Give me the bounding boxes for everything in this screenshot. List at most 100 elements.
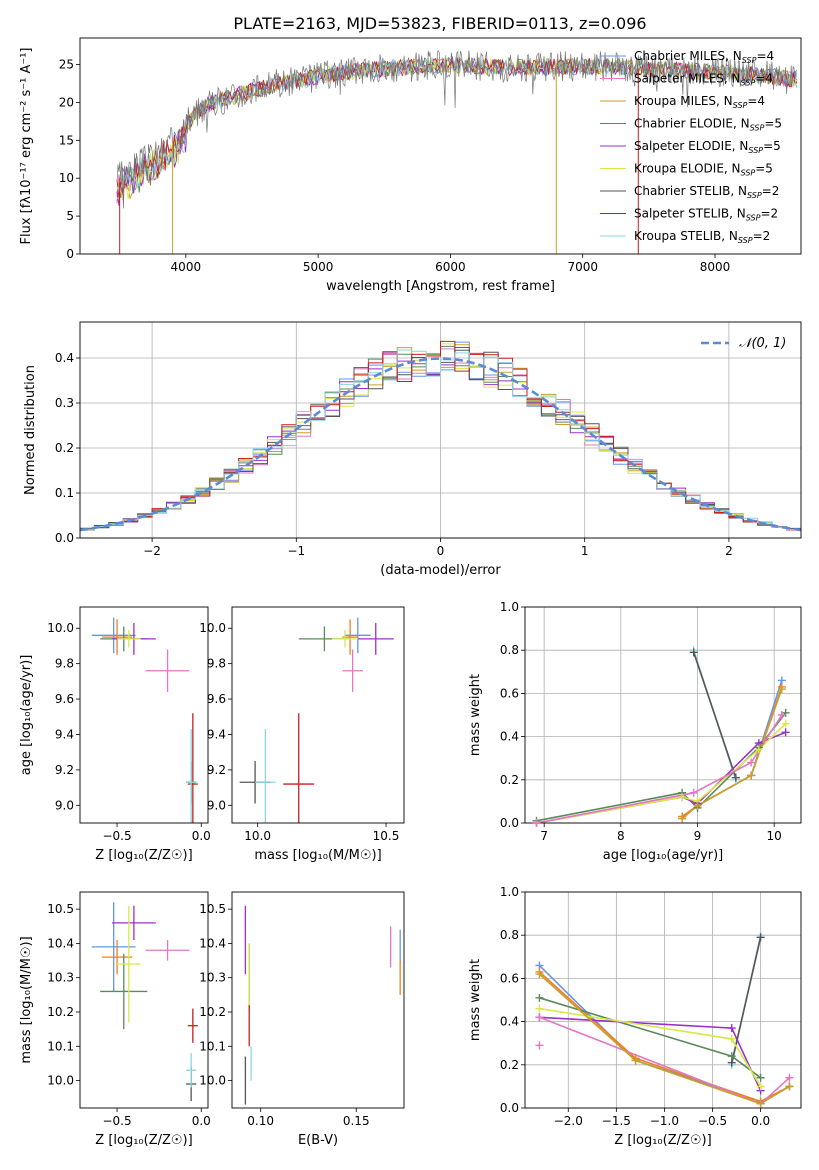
y-tick-label: 9.0 bbox=[55, 798, 74, 812]
weight-marker bbox=[535, 1004, 544, 1013]
x-tick-label: −2.0 bbox=[554, 1114, 583, 1128]
legend-text: Salpeter ELODIE, N bbox=[634, 139, 748, 153]
y-tick-label: 1.0 bbox=[500, 885, 519, 899]
weight-marker bbox=[631, 1056, 640, 1065]
weight-marker bbox=[535, 993, 544, 1002]
y-tick-label: 10.5 bbox=[199, 902, 226, 916]
x-tick-label: −2 bbox=[143, 544, 161, 558]
legend-subscript: SSP bbox=[748, 146, 763, 155]
y-tick-label: 25 bbox=[59, 58, 74, 72]
x-tick-label: −0.5 bbox=[102, 829, 131, 843]
y-tick-label: 10.4 bbox=[199, 936, 226, 950]
plot-area bbox=[91, 617, 198, 823]
weight-marker bbox=[785, 1073, 794, 1082]
legend-subscript: SSP bbox=[733, 101, 748, 110]
legend-subscript: SSP bbox=[747, 191, 762, 200]
y-axis-label: age [log₁₀(age/yr)] bbox=[19, 655, 34, 776]
age-vs-mass-panel: 10.0 10.5 9.0 9.2 9.4 9.6 9.8 10.0 mass [log₁₀(M… bbox=[199, 606, 405, 863]
x-tick-label: 1 bbox=[581, 544, 589, 558]
y-tick-label: 9.0 bbox=[207, 798, 226, 812]
legend-subscript: SSP bbox=[746, 214, 761, 223]
y-tick-label: 10.1 bbox=[47, 1039, 74, 1053]
x-axis-label: wavelength [Angstrom, rest frame] bbox=[326, 279, 555, 294]
y-tick-label: 0 bbox=[66, 247, 74, 261]
y-tick-label: 1.0 bbox=[500, 600, 519, 614]
y-tick-label: 0.2 bbox=[500, 1058, 519, 1072]
axes-frame bbox=[79, 321, 802, 539]
axes-frame bbox=[524, 891, 802, 1109]
grid-lines bbox=[525, 606, 801, 824]
weight-marker bbox=[731, 773, 740, 782]
legend-entry: 𝒩(0, 1) bbox=[739, 336, 786, 351]
y-tick-label: 10.5 bbox=[47, 902, 74, 916]
weight-marker bbox=[781, 719, 790, 728]
y-axis-label: mass [log₁₀(M/M☉)] bbox=[19, 936, 34, 1063]
y-tick-label: 9.8 bbox=[55, 657, 74, 671]
weight-series-line bbox=[731, 937, 762, 1063]
plot-area bbox=[80, 340, 801, 532]
weight-series-line bbox=[692, 652, 737, 778]
y-tick-label: 0.0 bbox=[500, 1101, 519, 1115]
weight-series-line bbox=[539, 1016, 762, 1092]
weight-marker bbox=[747, 771, 756, 780]
axes-frame bbox=[79, 606, 209, 824]
x-tick-label: 0 bbox=[437, 544, 445, 558]
weight-marker bbox=[756, 1082, 765, 1091]
legend-text: =4 bbox=[755, 72, 773, 86]
legend-text: Kroupa STELIB, N bbox=[634, 229, 738, 243]
y-tick-label: 20 bbox=[59, 95, 74, 109]
weight-marker bbox=[689, 648, 698, 657]
legend-text: Chabrier MILES, N bbox=[634, 49, 742, 63]
legend-text: Chabrier ELODIE, N bbox=[634, 117, 750, 131]
x-tick-label: 0.0 bbox=[751, 1114, 770, 1128]
legend-entry: Kroupa MILES, NSSP=4 bbox=[634, 94, 765, 110]
y-tick-label: 10.4 bbox=[47, 936, 74, 950]
weight-marker bbox=[781, 728, 790, 737]
legend-text: =2 bbox=[760, 207, 778, 221]
residuals-panel: −2 −1 0 1 2 0.0 0.1 0.2 0.3 0.4 (data-model)/error… bbox=[23, 321, 802, 578]
y-tick-label: 10.0 bbox=[199, 621, 226, 635]
x-tick-label: −0.5 bbox=[102, 1114, 131, 1128]
y-tick-label: 9.6 bbox=[207, 692, 226, 706]
y-tick-label: 10 bbox=[59, 171, 74, 185]
axes-frame bbox=[231, 891, 405, 1109]
spectrum-panel: 4000 5000 6000 7000 8000 0 5 10 15 20 25 wavelength… bbox=[19, 37, 802, 294]
weight-marker bbox=[532, 819, 541, 827]
y-tick-label: 0.1 bbox=[55, 486, 74, 500]
x-axis-label: Z [log₁₀(Z/Z☉)] bbox=[95, 1133, 192, 1148]
legend-subscript: SSP bbox=[741, 169, 756, 178]
x-tick-label: 0.0 bbox=[192, 1114, 211, 1128]
y-tick-label: 9.4 bbox=[207, 727, 226, 741]
legend-text: =5 bbox=[763, 139, 781, 153]
legend-entry: Kroupa STELIB, NSSP=2 bbox=[634, 229, 770, 245]
y-axis-label: Flux [fλ10⁻¹⁷ erg cm⁻² s⁻¹ A⁻¹] bbox=[19, 48, 34, 245]
x-tick-label: −0.5 bbox=[698, 1114, 727, 1128]
normal-curve bbox=[80, 357, 801, 532]
mass-weight-vs-metallicity-panel: −2.0 −1.5 −1.0 −0.5 0.0 0.0 0.2 0.4 0.6 0.8 1.0 Z [… bbox=[468, 885, 802, 1148]
weight-series-line bbox=[536, 714, 783, 823]
plot-area bbox=[116, 50, 798, 254]
legend-text: =2 bbox=[762, 184, 780, 198]
x-tick-label: 0.10 bbox=[247, 1114, 274, 1128]
legend-subscript: SSP bbox=[750, 124, 765, 133]
weight-marker bbox=[777, 711, 786, 719]
axes-frame bbox=[79, 37, 802, 255]
y-tick-label: 9.6 bbox=[55, 692, 74, 706]
y-tick-label: 10.3 bbox=[199, 971, 226, 985]
legend-subscript: SSP bbox=[742, 56, 757, 65]
weight-marker bbox=[785, 1082, 794, 1091]
weight-series-line bbox=[536, 712, 787, 822]
axes-frame bbox=[524, 606, 802, 824]
legend-text: Chabrier STELIB, N bbox=[634, 184, 747, 198]
legend-subscript: SSP bbox=[741, 79, 756, 88]
y-tick-label: 0.4 bbox=[500, 730, 519, 744]
weight-marker bbox=[756, 933, 765, 942]
x-tick-label: −1.5 bbox=[602, 1114, 631, 1128]
weight-marker bbox=[678, 793, 687, 802]
legend-entry: Salpeter ELODIE, NSSP=5 bbox=[634, 139, 781, 155]
y-tick-label: 5 bbox=[66, 209, 74, 223]
x-tick-label: 0.0 bbox=[192, 829, 211, 843]
weight-marker bbox=[754, 745, 763, 754]
y-tick-label: 0.4 bbox=[55, 351, 74, 365]
figure-title: PLATE=2163, MJD=53823, FIBERID=0113, z=0… bbox=[233, 14, 646, 33]
